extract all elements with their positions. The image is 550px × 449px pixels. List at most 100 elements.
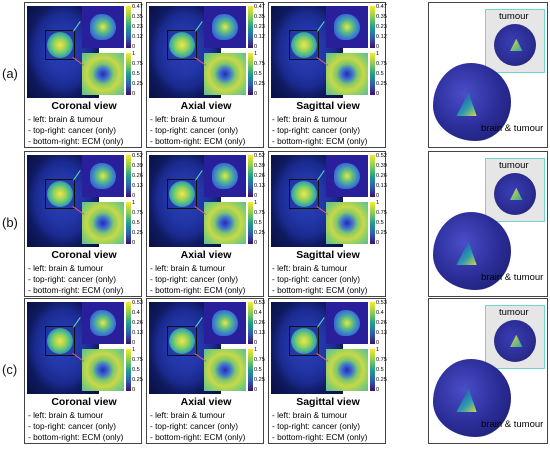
colorbar-tick: 0	[132, 340, 136, 346]
colorbar-tick: 0.26	[254, 173, 265, 179]
colorbar-tick: 0.75	[376, 61, 387, 67]
ecm-zoom	[326, 53, 368, 95]
colorbar-tick: 0.5	[132, 71, 140, 77]
colorbar-tick: 0.5	[376, 367, 384, 373]
colorbar-tick: 1	[376, 200, 380, 206]
colorbar-tick: 0	[132, 91, 136, 97]
colorbar-tick: 0.26	[254, 320, 265, 326]
colorbar-tick: 0.75	[376, 210, 387, 216]
caption-line: - left: brain & tumour	[150, 410, 226, 420]
tumour-inset	[485, 9, 545, 73]
colorbar-tick: 0.47	[132, 4, 143, 10]
tumour-region	[291, 181, 317, 207]
colorbar-tick: 0	[376, 387, 380, 393]
colorbar-tick: 0.26	[132, 173, 143, 179]
colorbar-ecm	[370, 53, 375, 95]
caption-line: - bottom-right: ECM (only)	[150, 136, 246, 146]
colorbar-cancer	[370, 155, 375, 197]
colorbar-ecm	[126, 53, 131, 95]
colorbar-tick: 0	[132, 193, 136, 199]
tumour-label: tumour	[499, 307, 529, 318]
ecm-zoom	[82, 349, 124, 391]
view-panel: 0.52 0.39 0.26 0.13 0 1 0.75 0.5 0.25 0 Axial view…	[146, 151, 265, 297]
view-title: Sagittal view	[296, 396, 360, 408]
caption-line: - bottom-right: ECM (only)	[272, 285, 368, 295]
colorbar-tick: 0	[254, 193, 258, 199]
3d-panel: tumour brain & tumour	[428, 2, 548, 148]
view-panel: 0.52 0.39 0.26 0.13 0 1 0.75 0.5 0.25 0 Coronal vi…	[24, 151, 143, 297]
tumour-region	[47, 32, 73, 58]
ecm-zoom	[204, 53, 246, 95]
colorbar-tick: 0.5	[132, 367, 140, 373]
colorbar-tick: 0.26	[376, 320, 387, 326]
3d-panel: tumour brain & tumour	[428, 298, 548, 444]
colorbar-cancer	[248, 6, 253, 48]
caption-line: - left: brain & tumour	[272, 114, 348, 124]
tumour-core	[509, 187, 523, 201]
caption-line: - top-right: cancer (only)	[28, 274, 117, 284]
colorbar-tick: 0.5	[254, 71, 262, 77]
caption-line: - left: brain & tumour	[28, 114, 104, 124]
colorbar-tick: 0.35	[132, 14, 143, 20]
colorbar-tick: 0.75	[132, 210, 143, 216]
colorbar-tick: 0.52	[132, 153, 143, 159]
colorbar-tick: 0.13	[254, 330, 265, 336]
colorbar-tick: 0.39	[376, 163, 387, 169]
caption-line: - top-right: cancer (only)	[150, 421, 239, 431]
caption-line: - left: brain & tumour	[28, 410, 104, 420]
colorbar-tick: 0.13	[376, 330, 387, 336]
colorbar-tick: 0.39	[254, 163, 265, 169]
colorbar-tick: 0	[376, 340, 380, 346]
colorbar-tick: 0.13	[376, 183, 387, 189]
colorbar-tick: 1	[132, 200, 136, 206]
colorbar-tick: 0.23	[254, 24, 265, 30]
colorbar-cancer	[370, 6, 375, 48]
tumour-inset	[485, 158, 545, 222]
tumour-3d	[494, 24, 536, 66]
caption-line: - bottom-right: ECM (only)	[150, 285, 246, 295]
colorbar-tick: 0.35	[254, 14, 265, 20]
colorbar-tick: 0.75	[254, 61, 265, 67]
tumour-region	[291, 328, 317, 354]
cancer-zoom	[204, 155, 246, 197]
tumour-region	[47, 181, 73, 207]
colorbar-tick: 0	[376, 240, 380, 246]
colorbar-tick: 0	[254, 91, 258, 97]
zoom-box	[45, 179, 75, 209]
colorbar-tick: 0.25	[132, 230, 143, 236]
caption-line: - top-right: cancer (only)	[28, 421, 117, 431]
colorbar-ecm	[370, 349, 375, 391]
cancer-blob	[90, 14, 116, 40]
colorbar-tick: 0.75	[376, 357, 387, 363]
caption-line: - top-right: cancer (only)	[150, 125, 239, 135]
caption-line: - top-right: cancer (only)	[272, 421, 361, 431]
colorbar-tick: 0.53	[376, 300, 387, 306]
zoom-box	[289, 326, 319, 356]
view-panel: 0.53 0.4 0.26 0.13 0 1 0.75 0.5 0.25 0 Sagittal vi…	[268, 298, 387, 444]
brain-cutaway	[456, 92, 477, 117]
zoom-box	[45, 30, 75, 60]
colorbar-tick: 0.25	[376, 230, 387, 236]
ecm-zoom	[326, 349, 368, 391]
colorbar-tick: 0.75	[254, 210, 265, 216]
colorbar-tick: 1	[132, 51, 136, 57]
colorbar-tick: 0.26	[376, 173, 387, 179]
ecm-zoom	[204, 202, 246, 244]
tumour-3d	[494, 320, 536, 362]
caption-line: - left: brain & tumour	[272, 410, 348, 420]
view-title: Sagittal view	[296, 100, 360, 112]
caption-line: - top-right: cancer (only)	[28, 125, 117, 135]
brain-label: brain & tumour	[481, 272, 544, 283]
cancer-zoom	[82, 302, 124, 344]
colorbar-tick: 0.4	[132, 310, 140, 316]
brain-3d	[433, 359, 511, 437]
zoom-box	[45, 326, 75, 356]
cancer-blob	[90, 310, 116, 336]
cancer-zoom	[204, 6, 246, 48]
view-panel: 0.53 0.4 0.26 0.13 0 1 0.75 0.5 0.25 0 Coronal vie…	[24, 298, 143, 444]
colorbar-tick: 0.5	[254, 367, 262, 373]
brain-label: brain & tumour	[481, 123, 544, 134]
colorbar-tick: 0	[376, 91, 380, 97]
colorbar-tick: 0.53	[132, 300, 143, 306]
cancer-zoom	[326, 155, 368, 197]
